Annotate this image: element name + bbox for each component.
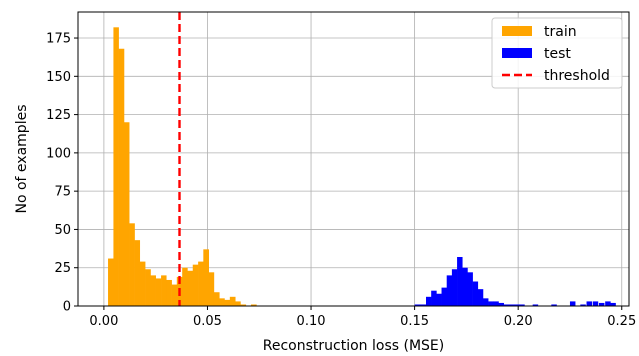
train-bar [118,48,125,306]
y-tick-label: 175 [46,32,71,47]
x-tick-label: 0.10 [297,314,326,329]
y-tick-label: 75 [54,185,71,200]
x-tick-label: 0.05 [193,314,222,329]
train-bar [250,304,257,306]
test-bar [598,302,605,306]
train-bar [161,275,167,306]
train-bar [229,296,236,306]
test-bar [446,275,453,306]
legend-label-train: train [544,24,577,40]
test-bar [431,290,437,306]
y-tick-label: 150 [46,70,71,85]
train-bar [235,301,241,306]
test-bar [592,301,599,306]
train-bar [224,299,231,306]
train-bar [187,270,194,306]
train-bar [123,122,130,306]
train-bar [108,258,114,306]
train-bar [139,261,146,306]
test-bar [441,287,448,306]
train-bar [208,272,215,306]
test-bar [514,304,520,306]
axis-ticks: 0.00 0.05 0.10 0.15 0.20 0.25 0 25 50 75 100 125 150… [46,32,636,329]
bars [108,27,616,306]
train-bar [182,267,188,306]
test-bar [451,269,458,306]
test-bar [420,304,427,306]
train-bar [198,261,204,306]
train-bar [219,298,225,306]
test-bar [482,298,489,306]
test-bar [498,302,504,306]
y-tick-label: 50 [54,223,71,238]
test-bar [472,281,479,306]
test-bar [610,302,616,306]
y-axis-title: No of examples [14,105,30,214]
test-bar [569,301,576,306]
train-bar [150,275,156,306]
test-bar [580,304,586,306]
y-tick-label: 125 [46,108,71,123]
x-tick-label: 0.15 [400,314,429,329]
train-bar [192,264,199,306]
train-bar [113,27,119,306]
test-bar [462,267,468,306]
train-bar [129,223,135,306]
y-tick-label: 100 [46,146,71,161]
y-tick-label: 25 [54,261,71,276]
legend-label-test: test [544,46,571,62]
x-axis-title: Reconstruction loss (MSE) [263,338,444,354]
train-bar [203,249,210,306]
legend-swatch-test [502,48,532,58]
test-bar [477,289,484,306]
test-bar [508,304,515,306]
train-bar [166,279,172,306]
test-bar [493,301,499,306]
test-bar [488,301,494,306]
train-bar [134,240,141,306]
test-bar [519,304,525,306]
plot-frame [77,11,630,307]
legend-swatch-train [502,26,532,36]
test-bar [467,272,473,306]
legend-label-threshold: threshold [544,68,610,84]
train-bar [155,278,162,306]
train-bar [213,292,220,306]
x-tick-label: 0.00 [89,314,118,329]
train-bar [240,304,247,306]
test-bar [551,304,557,306]
train-bar [171,284,178,306]
test-bar [503,304,510,306]
x-tick-label: 0.25 [607,314,636,329]
x-tick-label: 0.20 [504,314,533,329]
test-bar [586,301,593,306]
legend: train test threshold [491,17,623,89]
train-bar [145,269,151,306]
test-bar [457,257,463,306]
test-bar [414,304,422,306]
test-bar [605,301,611,306]
test-bar [532,304,539,306]
test-bar [426,296,432,306]
y-tick-label: 0 [63,300,71,315]
test-bar [436,293,442,306]
